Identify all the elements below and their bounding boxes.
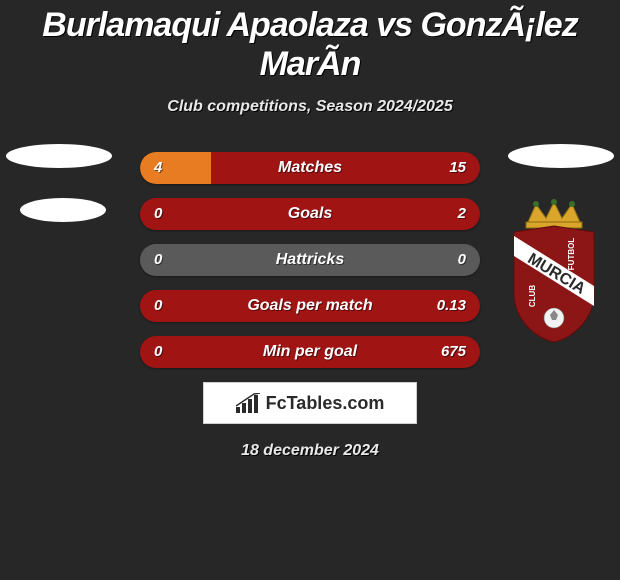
stat-bar: 415Matches xyxy=(140,152,480,184)
crown-icon xyxy=(526,199,582,228)
placeholder-ellipse-icon xyxy=(6,144,112,168)
stat-bar: 00.13Goals per match xyxy=(140,290,480,322)
page-title: Burlamaqui Apaolaza vs GonzÃ¡lez MarÃ­n xyxy=(0,0,620,84)
date-text: 18 december 2024 xyxy=(0,442,620,460)
bar-chart-icon xyxy=(236,393,260,413)
stat-bars: 415Matches 02Goals 00Hattricks 00.13Goals p… xyxy=(140,152,480,368)
stat-label: Goals per match xyxy=(140,290,480,322)
left-team-placeholder xyxy=(6,144,112,222)
team-crest-icon: MURCIA CLUB FUTBOL xyxy=(506,198,602,344)
brand-text: FcTables.com xyxy=(266,393,385,414)
stat-bar: 02Goals xyxy=(140,198,480,230)
placeholder-ellipse-icon xyxy=(508,144,614,168)
svg-text:FUTBOL: FUTBOL xyxy=(567,238,576,271)
stat-label: Min per goal xyxy=(140,336,480,368)
svg-text:CLUB: CLUB xyxy=(528,285,537,307)
placeholder-ellipse-icon xyxy=(20,198,106,222)
stat-label: Matches xyxy=(140,152,480,184)
right-team-placeholder xyxy=(508,144,614,168)
brand-box: FcTables.com xyxy=(203,382,417,424)
stat-label: Hattricks xyxy=(140,244,480,276)
stat-bar: 0675Min per goal xyxy=(140,336,480,368)
stats-area: MURCIA CLUB FUTBOL 415Matches 02Goals 00Ha… xyxy=(0,152,620,368)
page-subtitle: Club competitions, Season 2024/2025 xyxy=(0,98,620,116)
stat-bar: 00Hattricks xyxy=(140,244,480,276)
stat-label: Goals xyxy=(140,198,480,230)
